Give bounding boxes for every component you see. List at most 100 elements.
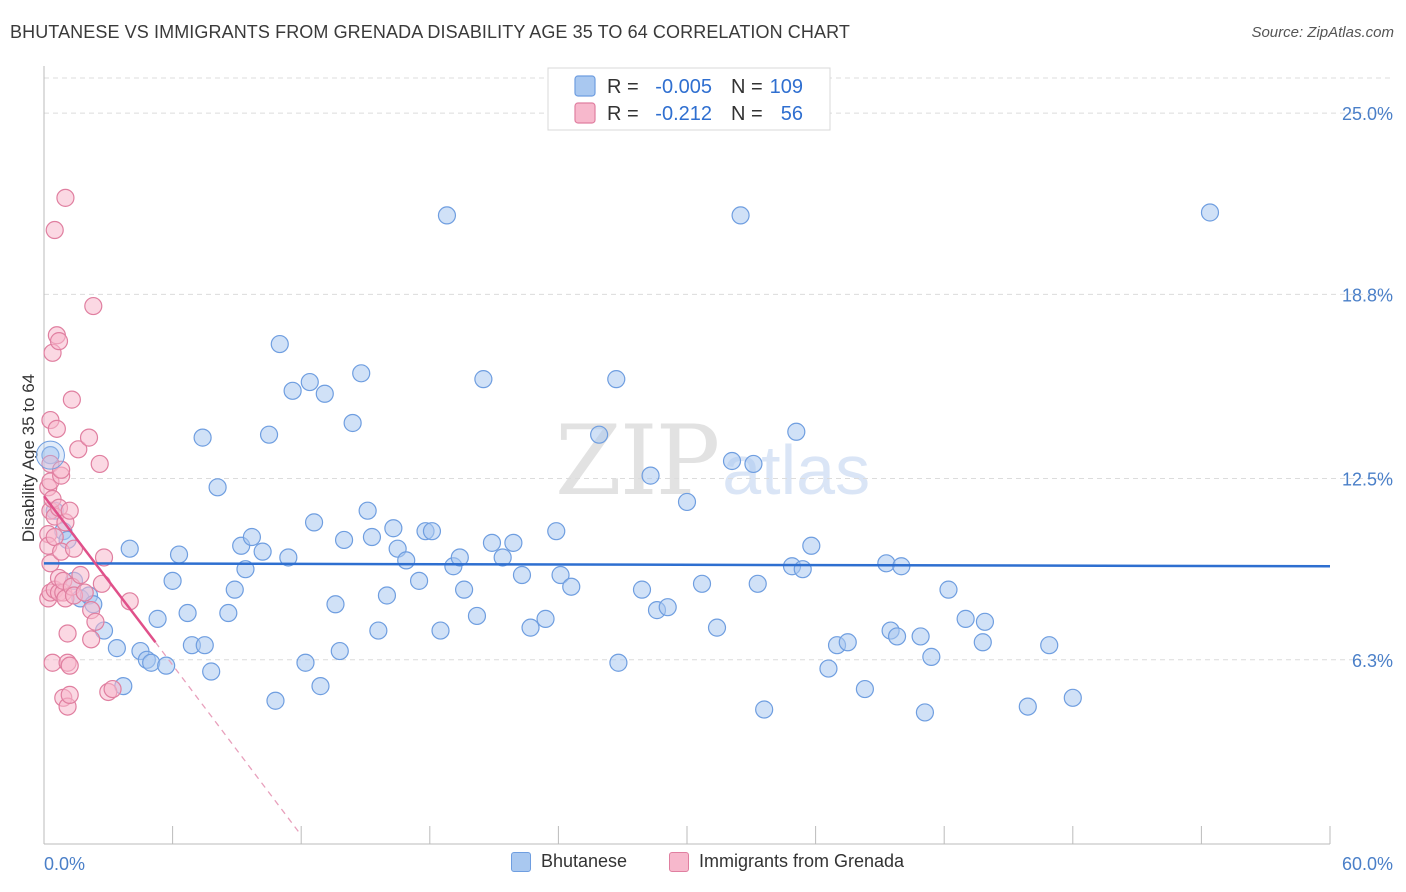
- trend-line-grenada: [43, 495, 157, 644]
- data-point: [225, 580, 244, 599]
- data-point: [915, 703, 935, 722]
- data-point: [334, 530, 354, 550]
- y-axis-label: Disability Age 35 to 64: [19, 374, 38, 542]
- data-point: [384, 519, 403, 538]
- data-point: [279, 548, 298, 567]
- data-point: [47, 419, 66, 438]
- legend-n-label: N =: [731, 103, 763, 125]
- data-point: [242, 527, 262, 547]
- data-point: [52, 460, 71, 479]
- data-point: [283, 381, 302, 400]
- data-point: [562, 577, 581, 596]
- legend-item-bhutanese[interactable]: Bhutanese: [511, 851, 627, 872]
- data-point: [369, 621, 388, 640]
- data-point: [58, 624, 77, 643]
- data-point: [467, 606, 487, 626]
- data-point: [744, 454, 763, 474]
- data-point: [71, 565, 90, 585]
- legend-n-value: 109: [770, 76, 803, 98]
- data-point: [326, 595, 345, 614]
- legend-label-grenada: Immigrants from Grenada: [699, 851, 905, 871]
- correlation-legend: R = -0.005 N = 109 R = -0.212 N = 56: [547, 67, 831, 131]
- data-point: [311, 677, 330, 696]
- data-point: [60, 656, 79, 675]
- data-point: [521, 618, 540, 637]
- data-point: [84, 296, 103, 316]
- trend-line-bhutanese: [43, 562, 1331, 568]
- legend-n-label: N =: [731, 76, 763, 98]
- data-point: [79, 428, 99, 447]
- data-point: [939, 580, 958, 599]
- data-point: [343, 413, 362, 433]
- data-point: [64, 539, 84, 558]
- data-point: [315, 384, 334, 403]
- x-tick-label-max: 60.0%: [1342, 854, 1393, 874]
- data-point: [330, 641, 349, 661]
- data-point: [855, 679, 874, 699]
- data-point: [62, 390, 81, 409]
- bottom-legend: Bhutanese Immigrants from Grenada: [0, 851, 1406, 879]
- legend-r-value: -0.005: [655, 76, 712, 98]
- data-point: [60, 501, 79, 520]
- data-point: [607, 370, 626, 389]
- legend-n-value: 56: [781, 103, 803, 125]
- data-point: [632, 580, 652, 599]
- data-point: [956, 609, 975, 628]
- data-point: [60, 685, 79, 704]
- data-point: [107, 639, 126, 658]
- data-point: [120, 539, 139, 558]
- data-point: [431, 621, 450, 640]
- data-point: [437, 206, 457, 225]
- source-label: Source: ZipAtlas.com: [1251, 24, 1394, 41]
- data-point: [75, 583, 94, 602]
- data-point: [193, 428, 212, 447]
- data-point: [142, 653, 161, 672]
- legend-swatch: [574, 75, 596, 97]
- data-point: [536, 609, 555, 628]
- data-point: [259, 425, 279, 444]
- data-point: [692, 574, 712, 593]
- data-point: [975, 612, 995, 631]
- data-point: [362, 527, 382, 547]
- data-point: [1200, 203, 1220, 222]
- data-point: [296, 653, 315, 672]
- data-point: [266, 691, 285, 710]
- data-point: [304, 513, 324, 532]
- data-point: [409, 571, 429, 590]
- data-point: [707, 618, 727, 637]
- data-point-cluster: [35, 440, 65, 470]
- legend-r-label: R =: [607, 103, 639, 125]
- data-point: [422, 522, 442, 541]
- data-point: [82, 630, 101, 649]
- data-point: [148, 609, 167, 628]
- data-point: [547, 522, 566, 541]
- legend-label-bhutanese: Bhutanese: [541, 851, 628, 871]
- data-point: [208, 478, 227, 497]
- data-point: [450, 548, 469, 567]
- chart-title: BHUTANESE VS IMMIGRANTS FROM GRENADA DIS…: [10, 22, 850, 42]
- data-point: [551, 565, 570, 585]
- data-point: [178, 603, 197, 623]
- data-point: [195, 636, 214, 655]
- data-point: [512, 565, 532, 585]
- data-point: [103, 679, 122, 699]
- y-tick-label: 12.5%: [1342, 470, 1393, 490]
- data-point: [722, 451, 742, 471]
- data-point: [169, 545, 189, 564]
- data-point: [219, 603, 238, 623]
- legend-item-grenada[interactable]: Immigrants from Grenada: [669, 851, 904, 872]
- legend-r-label: R =: [607, 76, 639, 98]
- data-point: [358, 501, 377, 520]
- legend-swatch-bhutanese: [511, 851, 531, 872]
- data-point: [90, 454, 109, 474]
- data-point: [609, 653, 628, 672]
- data-point: [787, 422, 806, 441]
- data-point: [590, 425, 609, 444]
- y-tick-label: 25.0%: [1342, 104, 1393, 124]
- legend-swatch: [574, 102, 596, 124]
- y-tick-label: 18.8%: [1342, 285, 1393, 305]
- data-point: [838, 633, 857, 652]
- data-point: [300, 372, 319, 392]
- data-point: [157, 656, 176, 675]
- data-point: [819, 659, 838, 678]
